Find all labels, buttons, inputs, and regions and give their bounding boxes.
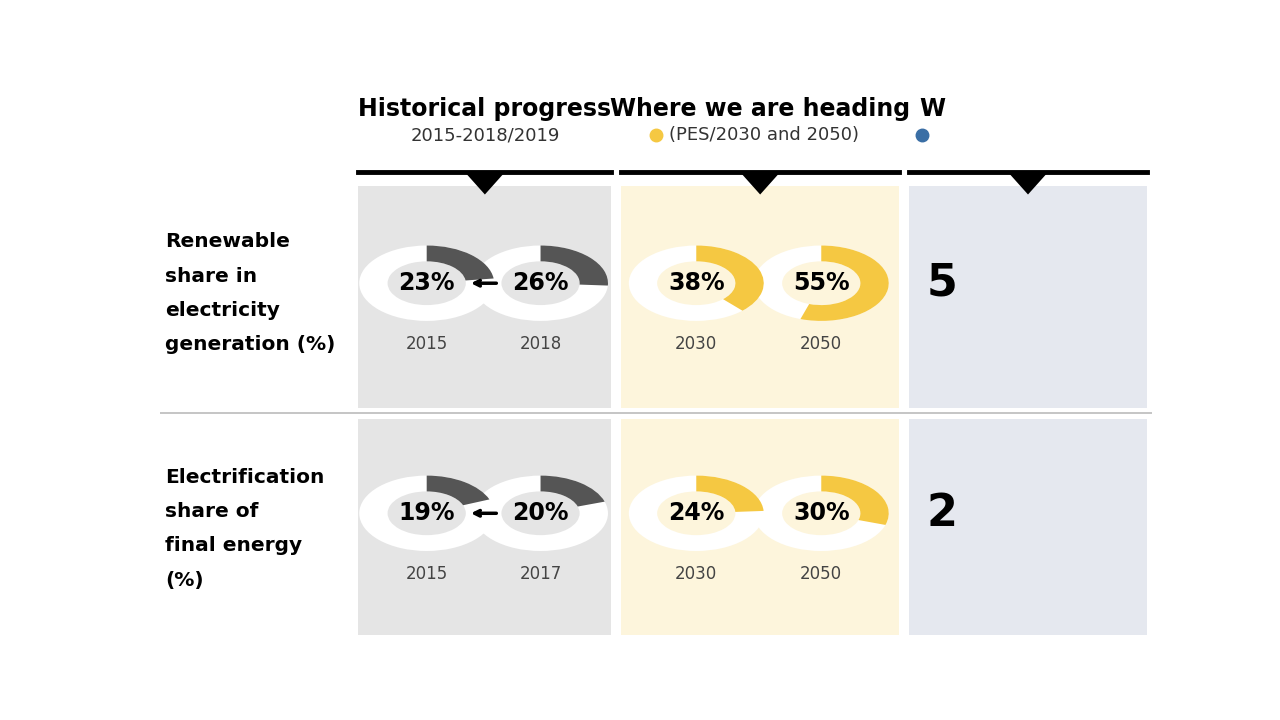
Text: 23%: 23%: [398, 271, 454, 295]
Text: Electrification: Electrification: [165, 468, 324, 487]
Text: Historical progress: Historical progress: [358, 96, 612, 120]
Polygon shape: [1009, 172, 1048, 194]
Wedge shape: [474, 246, 608, 321]
Bar: [358, 419, 612, 635]
Wedge shape: [822, 476, 888, 525]
Text: (PES/2030 and 2050): (PES/2030 and 2050): [669, 126, 859, 144]
Text: generation (%): generation (%): [165, 336, 335, 354]
Text: Renewable: Renewable: [165, 232, 289, 251]
Wedge shape: [628, 246, 764, 321]
Wedge shape: [360, 476, 494, 551]
Bar: [909, 186, 1147, 408]
Bar: [621, 186, 899, 408]
Wedge shape: [754, 476, 888, 551]
Text: 2015-2018/2019: 2015-2018/2019: [410, 126, 559, 144]
Wedge shape: [426, 476, 489, 505]
Text: 2015: 2015: [406, 335, 448, 353]
Text: 55%: 55%: [792, 271, 850, 295]
Text: 2017: 2017: [520, 565, 562, 583]
Text: 26%: 26%: [512, 271, 568, 295]
Polygon shape: [740, 172, 780, 194]
Wedge shape: [540, 476, 604, 507]
Text: 2030: 2030: [675, 565, 717, 583]
Bar: [909, 419, 1147, 635]
Bar: [621, 419, 899, 635]
Wedge shape: [540, 246, 608, 286]
Wedge shape: [426, 246, 494, 281]
Text: share in: share in: [165, 266, 257, 286]
Text: 2: 2: [927, 492, 957, 535]
Wedge shape: [628, 476, 764, 551]
Text: W: W: [919, 96, 945, 120]
Text: 38%: 38%: [668, 271, 724, 295]
Text: 20%: 20%: [512, 501, 568, 526]
Text: 24%: 24%: [668, 501, 724, 526]
Text: share of: share of: [165, 502, 259, 521]
Wedge shape: [754, 246, 888, 321]
Wedge shape: [696, 476, 764, 512]
Text: electricity: electricity: [165, 301, 280, 320]
Wedge shape: [696, 246, 764, 311]
Text: 2015: 2015: [406, 565, 448, 583]
Wedge shape: [360, 246, 494, 321]
Text: (%): (%): [165, 571, 204, 590]
Text: 2018: 2018: [520, 335, 562, 353]
Text: 30%: 30%: [792, 501, 850, 526]
Text: 2030: 2030: [675, 335, 717, 353]
Text: Where we are heading: Where we are heading: [611, 96, 910, 120]
Wedge shape: [800, 246, 888, 321]
Bar: [358, 186, 612, 408]
Text: 19%: 19%: [398, 501, 454, 526]
Text: final energy: final energy: [165, 536, 302, 556]
Text: 5: 5: [927, 261, 957, 305]
Polygon shape: [465, 172, 504, 194]
Text: 2050: 2050: [800, 565, 842, 583]
Wedge shape: [474, 476, 608, 551]
Text: 2050: 2050: [800, 335, 842, 353]
